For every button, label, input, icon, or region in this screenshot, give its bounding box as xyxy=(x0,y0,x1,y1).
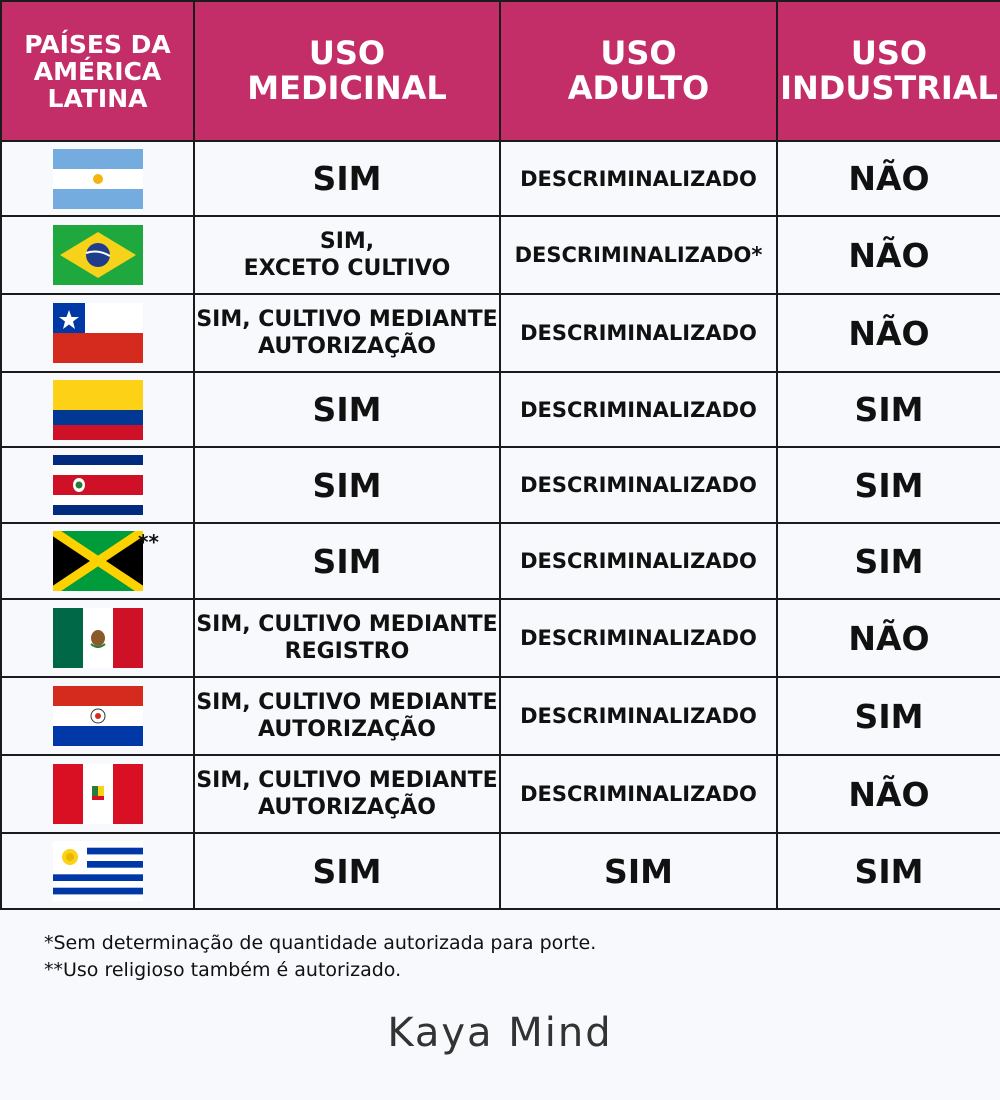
adulto-cell: DESCRIMINALIZADO xyxy=(499,676,778,756)
header-row: PAÍSES DA AMÉRICA LATINA USO MEDICINAL USO A… xyxy=(0,0,1000,142)
footnote-1: *Sem determinação de quantidade autoriza… xyxy=(44,932,597,954)
industrial-cell: SIM xyxy=(776,832,1000,910)
header-country: PAÍSES DA AMÉRICA LATINA xyxy=(0,0,195,142)
medicinal-cell: SIM, EXCETO CULTIVO xyxy=(193,215,501,295)
medicinal-cell: SIM, CULTIVO MEDIANTE AUTORIZAÇÃO xyxy=(193,293,501,373)
medicinal-cell: SIM, CULTIVO MEDIANTE AUTORIZAÇÃO xyxy=(193,754,501,834)
table-row: ** SIM DESCRIMINALIZADO SIM xyxy=(0,522,1000,600)
peru-flag xyxy=(2,764,193,824)
industrial-cell: SIM xyxy=(776,522,1000,600)
header-adulto: USO ADULTO xyxy=(499,0,778,142)
medicinal-cell: SIM xyxy=(193,140,501,217)
country-flag-cell: ** xyxy=(0,522,195,600)
uruguay-flag xyxy=(2,841,193,901)
country-flag-cell xyxy=(0,140,195,217)
medicinal-cell: SIM xyxy=(193,832,501,910)
costa-rica-flag xyxy=(2,455,193,515)
colombia-flag xyxy=(2,379,193,440)
adulto-cell: DESCRIMINALIZADO xyxy=(499,293,778,373)
header-industrial: USO INDUSTRIAL xyxy=(776,0,1000,142)
medicinal-cell: SIM, CULTIVO MEDIANTE AUTORIZAÇÃO xyxy=(193,676,501,756)
paraguay-flag xyxy=(2,686,193,746)
adulto-cell: DESCRIMINALIZADO xyxy=(499,140,778,217)
table-row: SIM DESCRIMINALIZADO SIM xyxy=(0,371,1000,448)
medicinal-cell: SIM xyxy=(193,522,501,600)
country-flag-cell xyxy=(0,832,195,910)
table-row: SIM, CULTIVO MEDIANTE AUTORIZAÇÃO DESCRIM… xyxy=(0,676,1000,756)
adulto-cell: DESCRIMINALIZADO xyxy=(499,598,778,678)
adulto-cell: DESCRIMINALIZADO* xyxy=(499,215,778,295)
jamaica-flag xyxy=(2,531,193,591)
table-row: SIM, EXCETO CULTIVO DESCRIMINALIZADO* NÃO xyxy=(0,215,1000,295)
footnote-marker: ** xyxy=(138,530,159,554)
footnote-2: **Uso religioso também é autorizado. xyxy=(44,958,402,981)
country-flag-cell xyxy=(0,598,195,678)
industrial-cell: NÃO xyxy=(776,754,1000,834)
medicinal-cell: SIM xyxy=(193,446,501,524)
table-row: SIM, CULTIVO MEDIANTE AUTORIZAÇÃO DESCRIM… xyxy=(0,754,1000,834)
industrial-cell: SIM xyxy=(776,446,1000,524)
country-flag-cell xyxy=(0,676,195,756)
adulto-cell: DESCRIMINALIZADO xyxy=(499,522,778,600)
adulto-cell: DESCRIMINALIZADO xyxy=(499,446,778,524)
table-row: SIM SIM SIM xyxy=(0,832,1000,910)
table-row: SIM DESCRIMINALIZADO SIM xyxy=(0,446,1000,524)
table-row: SIM, CULTIVO MEDIANTE AUTORIZAÇÃO DESCRIM… xyxy=(0,293,1000,373)
table-row: SIM, CULTIVO MEDIANTE REGISTRO DESCRIMINA… xyxy=(0,598,1000,678)
industrial-cell: NÃO xyxy=(776,598,1000,678)
brand-logo: Kaya Mind xyxy=(387,1010,613,1056)
country-flag-cell xyxy=(0,293,195,373)
argentina-flag xyxy=(2,148,193,209)
mexico-flag xyxy=(2,608,193,668)
medicinal-cell: SIM xyxy=(193,371,501,448)
brazil-flag xyxy=(2,225,193,285)
adulto-cell: SIM xyxy=(499,832,778,910)
legal-status-table: PAÍSES DA AMÉRICA LATINA USO MEDICINAL USO A… xyxy=(0,0,1000,910)
adulto-cell: DESCRIMINALIZADO xyxy=(499,754,778,834)
chile-flag xyxy=(2,303,193,363)
adulto-cell: DESCRIMINALIZADO xyxy=(499,371,778,448)
industrial-cell: NÃO xyxy=(776,215,1000,295)
industrial-cell: SIM xyxy=(776,676,1000,756)
industrial-cell: SIM xyxy=(776,371,1000,448)
country-flag-cell xyxy=(0,215,195,295)
table-row: SIM DESCRIMINALIZADO NÃO xyxy=(0,140,1000,217)
country-flag-cell xyxy=(0,446,195,524)
footnotes: *Sem determinação de quantidade autoriza… xyxy=(44,930,596,983)
medicinal-cell: SIM, CULTIVO MEDIANTE REGISTRO xyxy=(193,598,501,678)
country-flag-cell xyxy=(0,754,195,834)
industrial-cell: NÃO xyxy=(776,293,1000,373)
header-medicinal: USO MEDICINAL xyxy=(193,0,501,142)
country-flag-cell xyxy=(0,371,195,448)
industrial-cell: NÃO xyxy=(776,140,1000,217)
